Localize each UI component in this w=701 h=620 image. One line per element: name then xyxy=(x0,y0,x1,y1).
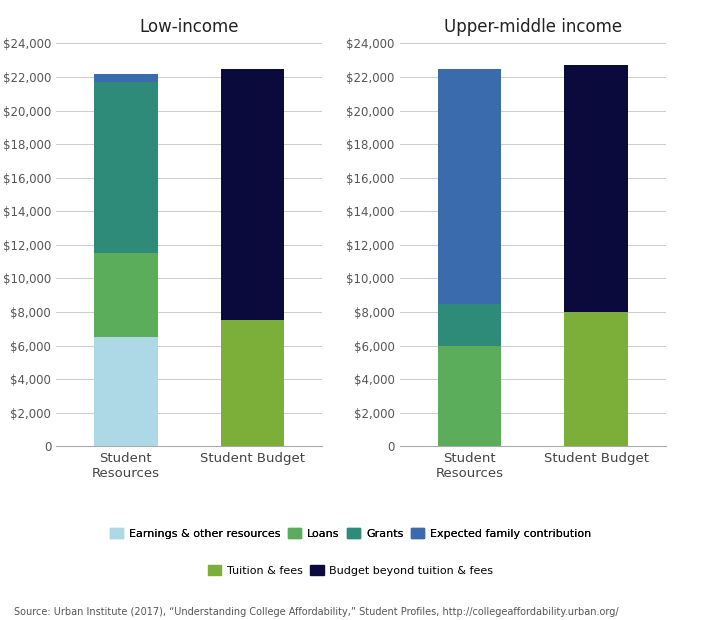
Bar xyxy=(94,74,158,82)
Title: Low-income: Low-income xyxy=(139,18,239,37)
Bar xyxy=(437,345,501,446)
Bar xyxy=(94,82,158,254)
Title: Upper-middle income: Upper-middle income xyxy=(444,18,622,37)
Bar xyxy=(564,65,628,312)
Bar xyxy=(437,304,501,345)
Legend: Tuition & fees, Budget beyond tuition & fees: Tuition & fees, Budget beyond tuition & … xyxy=(203,560,498,580)
Bar xyxy=(437,69,501,304)
Text: Source: Urban Institute (2017), “Understanding College Affordability,” Student P: Source: Urban Institute (2017), “Underst… xyxy=(14,607,619,617)
Bar xyxy=(221,69,285,321)
Legend: Earnings & other resources, Loans, Grants, Expected family contribution: Earnings & other resources, Loans, Grant… xyxy=(105,523,596,543)
Bar xyxy=(94,254,158,337)
Bar xyxy=(94,337,158,446)
Bar xyxy=(221,321,285,446)
Bar xyxy=(564,312,628,446)
